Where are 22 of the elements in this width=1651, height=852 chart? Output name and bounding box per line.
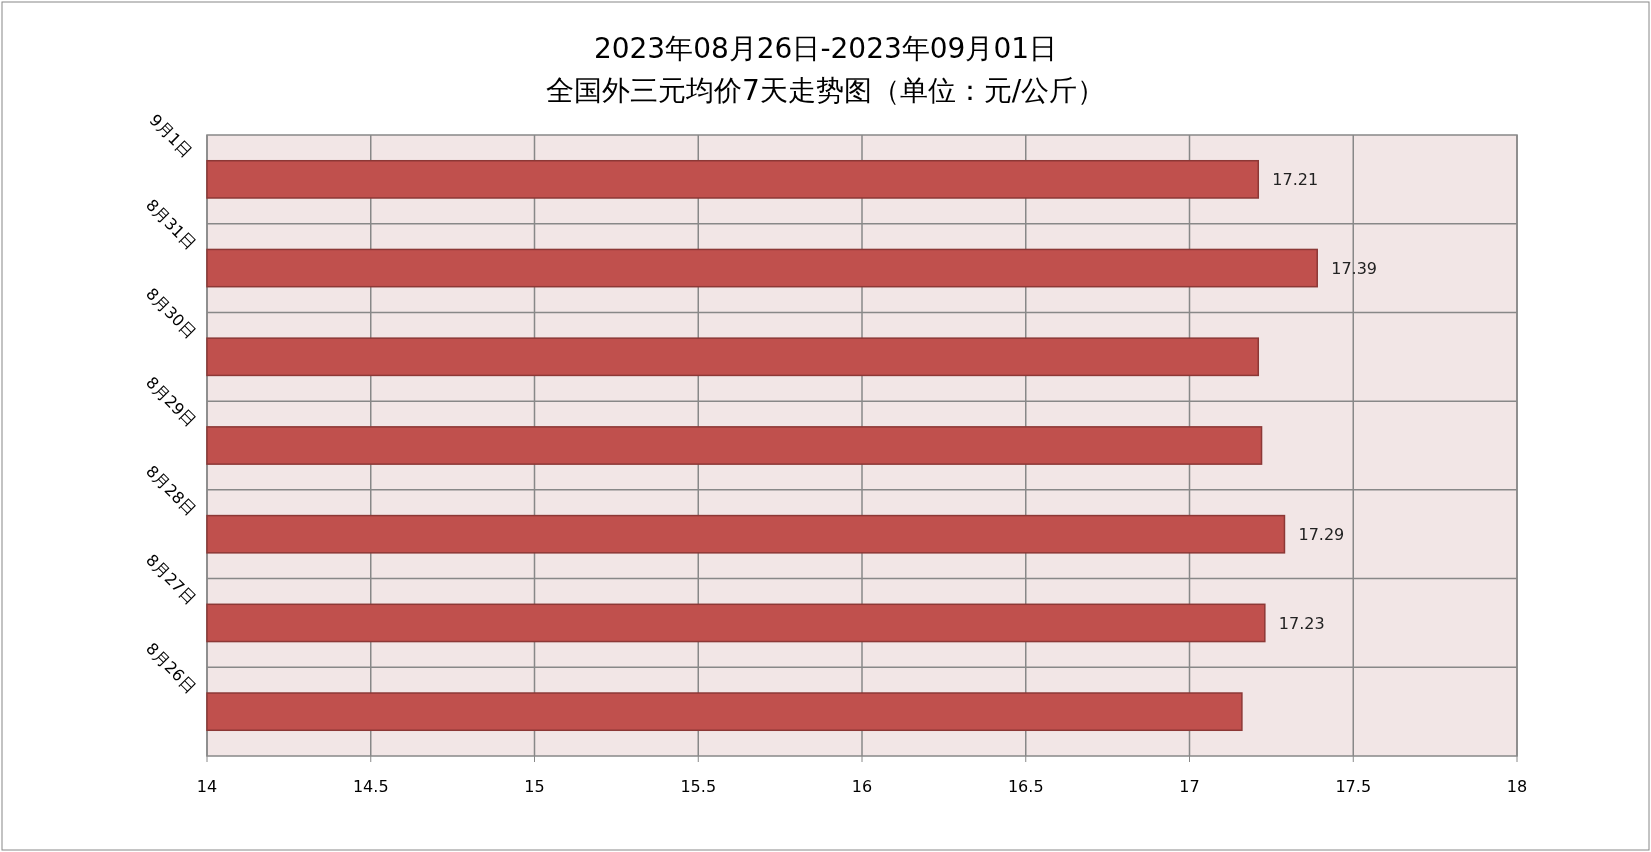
y-tick-label: 8月30日 — [142, 284, 200, 342]
data-label: 17.21 — [1272, 170, 1319, 190]
data-label: 17.23 — [1278, 613, 1325, 633]
y-tick-label: 8月31日 — [142, 195, 200, 254]
x-tick-label: 17.5 — [1335, 777, 1372, 796]
y-tick-label: 8月28日 — [142, 461, 200, 520]
x-tick-label: 14.5 — [352, 777, 389, 796]
y-tick-label: 8月26日 — [142, 639, 200, 697]
x-tick-label: 17 — [1179, 777, 1200, 796]
x-tick-label: 16 — [851, 777, 873, 796]
chart-title: 2023年08月26日-2023年09月01日 — [593, 32, 1058, 65]
data-label: 17.39 — [1331, 259, 1378, 279]
data-label: 17.29 — [1298, 525, 1345, 545]
y-tick-label: 8月29日 — [142, 372, 200, 431]
y-tick-label: 9月1日 — [145, 110, 197, 161]
x-tick-label: 15.5 — [680, 777, 717, 796]
x-tick-label: 15 — [524, 777, 545, 796]
y-tick-label: 8月27日 — [142, 550, 200, 608]
x-tick-label: 14 — [196, 777, 218, 796]
chart-subtitle: 全国外三元均价7天走势图（单位：元/公斤） — [545, 74, 1106, 107]
x-tick-label: 18 — [1506, 777, 1528, 796]
x-tick-label: 16.5 — [1007, 777, 1044, 796]
